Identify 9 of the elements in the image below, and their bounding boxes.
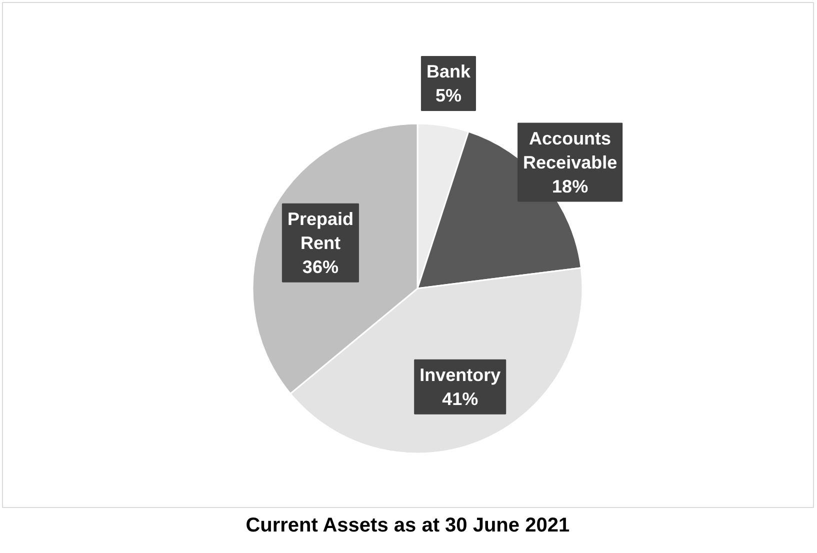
- data-label: 36%: [302, 256, 338, 277]
- data-label: 18%: [552, 176, 588, 196]
- text: Current Assets as at 30 June 2021: [246, 514, 570, 536]
- slice-label: Inventory: [420, 364, 501, 385]
- data-label: 5%: [435, 86, 462, 106]
- data-label: 41%: [442, 388, 478, 409]
- slice-label: Prepaid Rent: [287, 208, 354, 253]
- slice-label: Accounts Receivable: [523, 128, 618, 172]
- slice-label: Bank: [426, 62, 472, 82]
